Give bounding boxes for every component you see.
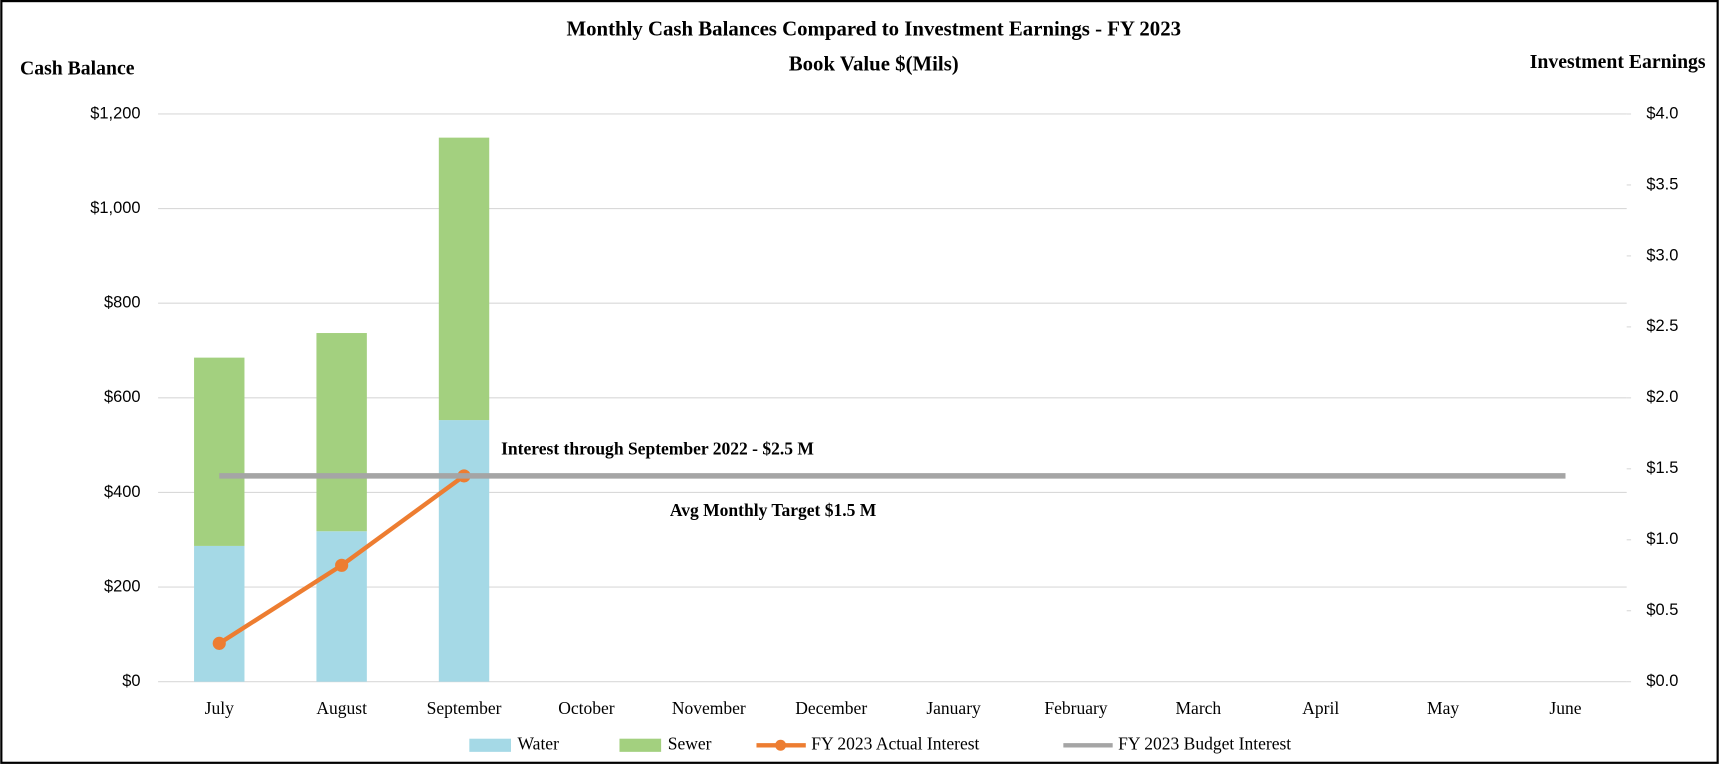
legend-swatch [619,738,662,752]
y2-tick-label: $3.5 [1646,175,1678,193]
x-tick-label: January [926,698,981,718]
legend-label: FY 2023 Budget Interest [1118,733,1291,753]
x-tick-label: April [1302,698,1339,718]
bar [438,420,490,682]
bar [194,357,245,546]
y2-tick-label: $1.5 [1646,459,1678,477]
legend-swatch [469,738,511,752]
y2-tick-label: $0.0 [1646,672,1678,690]
y-tick-label: $400 [104,483,141,501]
legend-label: FY 2023 Actual Interest [811,733,979,753]
chart-subtitle: Book Value $(Mils) [789,52,959,76]
y2-axis-title: Investment Earnings [1530,51,1706,73]
x-tick-label: August [316,698,367,718]
y-tick-label: $1,200 [90,104,140,122]
x-tick-label: July [205,698,234,718]
y2-tick-label: $1.0 [1646,530,1678,548]
bar [316,333,367,532]
bar [316,531,367,682]
x-tick-label: September [427,698,502,718]
bar [194,545,245,682]
y-tick-label: $200 [104,577,141,595]
x-tick-label: March [1175,698,1221,718]
y-tick-label: $600 [104,388,141,406]
annotation: Avg Monthly Target $1.5 M [670,500,877,520]
marker [335,558,349,572]
x-tick-label: February [1044,698,1107,718]
y-tick-label: $0 [122,672,140,690]
x-tick-label: May [1427,698,1459,718]
y2-tick-label: $3.0 [1646,246,1678,264]
x-tick-label: October [558,698,615,718]
bar [438,137,490,421]
y-axis-title: Cash Balance [20,58,135,80]
x-tick-label: November [672,698,746,718]
y2-tick-label: $4.0 [1646,104,1678,122]
legend-label: Sewer [668,733,712,753]
x-tick-label: December [795,698,867,718]
annotation: Interest through September 2022 - $2.5 M [501,438,814,458]
legend-marker [775,739,787,751]
y2-tick-label: $2.5 [1646,317,1678,335]
y-tick-label: $1,000 [90,199,140,217]
x-tick-label: June [1549,698,1581,718]
marker [212,636,226,650]
y-tick-label: $800 [104,294,141,312]
chart-title: Monthly Cash Balances Compared to Invest… [566,16,1181,40]
y2-tick-label: $2.0 [1646,388,1678,406]
y2-tick-label: $0.5 [1646,601,1678,619]
legend-label: Water [518,733,560,753]
